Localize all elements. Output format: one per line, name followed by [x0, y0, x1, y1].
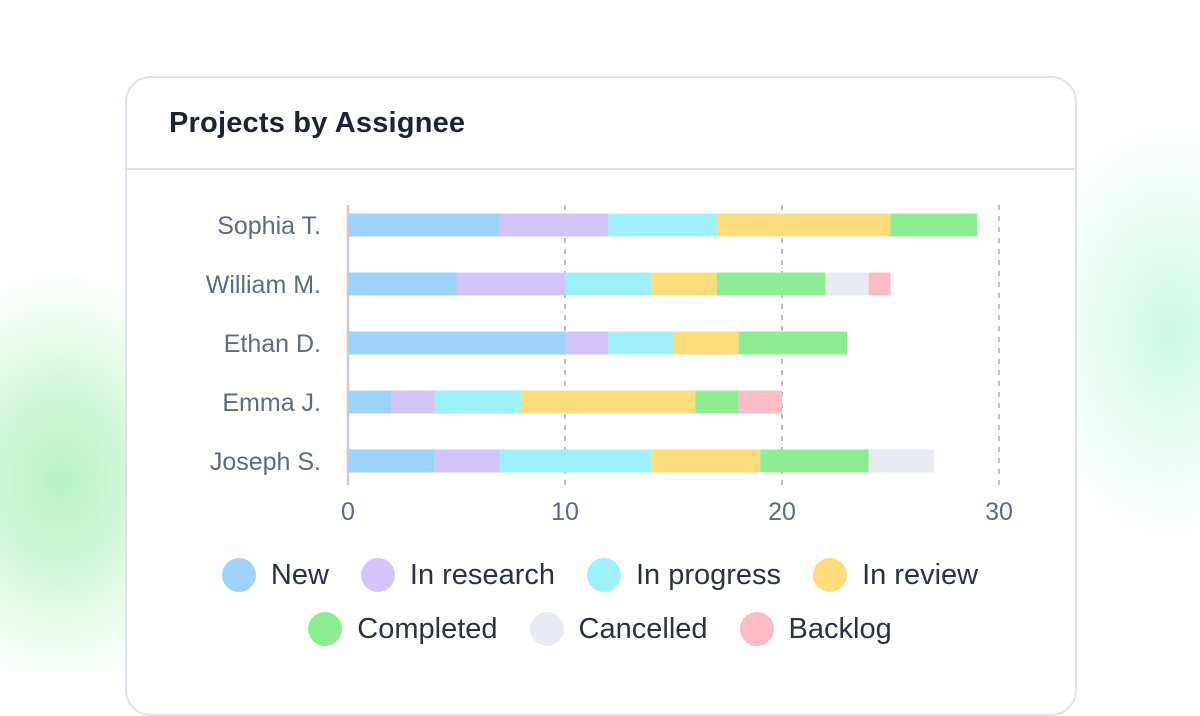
legend-label: In research: [410, 559, 555, 592]
bar-segment: [435, 391, 522, 414]
bar-segment: [348, 214, 500, 237]
bar-segment: [869, 273, 891, 296]
x-tick-label: 20: [768, 498, 796, 526]
bar-segment: [500, 450, 652, 473]
x-tick-label: 30: [985, 498, 1013, 526]
bar-segment: [825, 273, 868, 296]
bar-segment: [608, 214, 717, 237]
bar-segment: [717, 214, 891, 237]
legend-swatch: [530, 612, 564, 646]
legend-swatch: [361, 558, 395, 592]
legend-row: New In research In progress In review: [0, 548, 1200, 602]
category-label: Sophia T.: [217, 212, 321, 240]
bar-segment: [652, 450, 761, 473]
x-tick-label: 10: [551, 498, 579, 526]
legend-label: In review: [862, 559, 978, 592]
bar-segment: [522, 391, 696, 414]
legend-item: In progress: [587, 558, 781, 592]
chart-legend: New In research In progress In review Compl…: [0, 548, 1200, 656]
bar-segment: [739, 391, 782, 414]
bar-segment: [739, 332, 848, 355]
legend-item: Backlog: [740, 612, 892, 646]
bar-segment: [695, 391, 738, 414]
x-tick-label: 0: [341, 498, 355, 526]
category-label: Emma J.: [222, 389, 321, 417]
legend-swatch: [587, 558, 621, 592]
legend-item: New: [222, 558, 329, 592]
bar-segment: [717, 273, 826, 296]
legend-label: In progress: [636, 559, 781, 592]
bar-segment: [652, 273, 717, 296]
bar-segment: [760, 450, 869, 473]
bar-segment: [348, 391, 391, 414]
legend-swatch: [813, 558, 847, 592]
legend-item: In research: [361, 558, 555, 592]
category-label: William M.: [206, 271, 321, 299]
legend-swatch: [740, 612, 774, 646]
bar-segment: [891, 214, 978, 237]
legend-swatch: [222, 558, 256, 592]
bar-segment: [391, 391, 434, 414]
category-label: Joseph S.: [210, 448, 321, 476]
legend-item: Completed: [308, 612, 497, 646]
bar-segment: [869, 450, 934, 473]
bar-segment: [348, 273, 457, 296]
bar-segment: [457, 273, 566, 296]
bar-segment: [348, 332, 565, 355]
legend-label: Backlog: [789, 613, 892, 646]
bar-segment: [565, 332, 608, 355]
legend-item: Cancelled: [530, 612, 708, 646]
bar-segment: [435, 450, 500, 473]
legend-row: Completed Cancelled Backlog: [0, 602, 1200, 656]
category-label: Ethan D.: [224, 330, 321, 358]
bar-segment: [674, 332, 739, 355]
bar-segment: [565, 273, 652, 296]
bar-segment: [500, 214, 609, 237]
bar-segment: [348, 450, 435, 473]
legend-label: New: [271, 559, 329, 592]
legend-item: In review: [813, 558, 978, 592]
bar-segment: [608, 332, 673, 355]
legend-label: Completed: [357, 613, 497, 646]
legend-swatch: [308, 612, 342, 646]
legend-label: Cancelled: [579, 613, 708, 646]
